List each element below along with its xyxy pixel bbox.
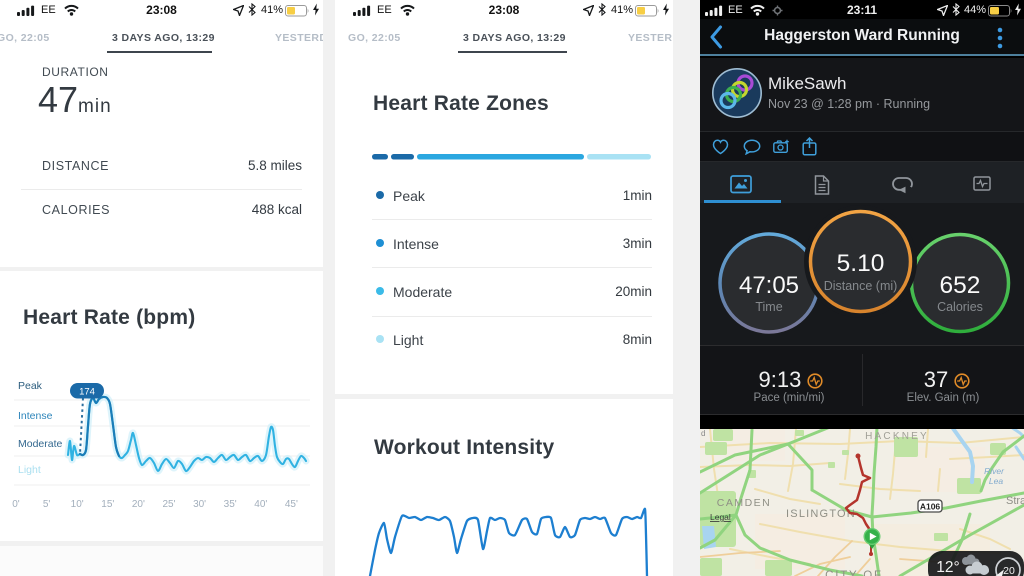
- svg-text:Moderate: Moderate: [18, 438, 63, 450]
- svg-text:0': 0': [12, 499, 20, 510]
- svg-text:River: River: [984, 466, 1005, 476]
- svg-text:Intense: Intense: [18, 410, 53, 422]
- svg-text:47:05: 47:05: [739, 272, 799, 299]
- svg-text:HACKNEY: HACKNEY: [865, 431, 929, 442]
- svg-text:Distance (mi): Distance (mi): [824, 279, 898, 293]
- svg-text:174: 174: [79, 387, 95, 398]
- svg-text:CITY OF: CITY OF: [825, 570, 883, 576]
- svg-text:A106: A106: [920, 502, 941, 512]
- svg-text:652: 652: [940, 272, 981, 299]
- svg-text:30': 30': [193, 499, 206, 510]
- svg-text:5.10: 5.10: [837, 250, 885, 277]
- svg-text:15': 15': [101, 499, 114, 510]
- svg-text:20: 20: [1003, 565, 1015, 576]
- svg-text:Calories: Calories: [937, 300, 983, 314]
- svg-text:12°: 12°: [936, 559, 959, 576]
- svg-text:40': 40': [254, 499, 267, 510]
- svg-text:20': 20': [132, 499, 145, 510]
- svg-text:5': 5': [43, 499, 51, 510]
- svg-text:Peak: Peak: [18, 380, 43, 392]
- svg-text:Light: Light: [18, 464, 41, 476]
- svg-text:ISLINGTON: ISLINGTON: [786, 508, 856, 520]
- svg-text:Legal: Legal: [710, 512, 731, 522]
- svg-text:10': 10': [71, 499, 84, 510]
- svg-text:45': 45': [285, 499, 298, 510]
- svg-text:Time: Time: [755, 300, 782, 314]
- svg-text:CAMDEN: CAMDEN: [717, 497, 772, 509]
- svg-text:d: d: [701, 429, 705, 438]
- svg-text:Stra: Stra: [1006, 495, 1024, 507]
- svg-text:Lea: Lea: [989, 476, 1003, 486]
- svg-text:25': 25': [162, 499, 175, 510]
- svg-text:35': 35': [224, 499, 237, 510]
